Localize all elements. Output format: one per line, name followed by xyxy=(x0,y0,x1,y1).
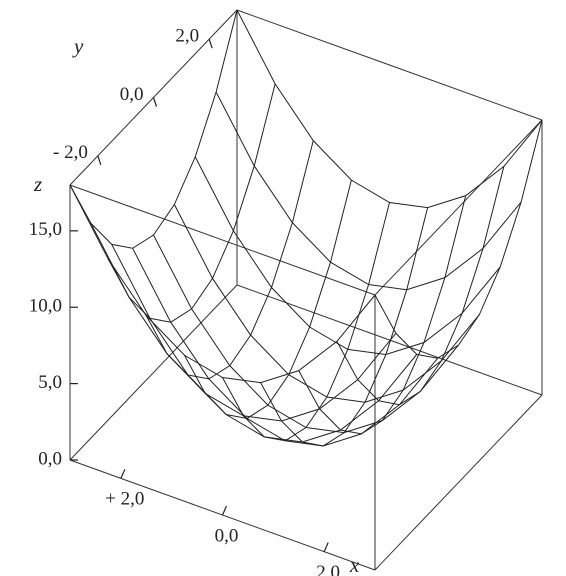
y-tick-label: - 2,0 xyxy=(53,142,88,163)
box-edge xyxy=(236,9,543,121)
y-tick-label: 0,0 xyxy=(120,84,144,105)
x-tick-label: 0,0 xyxy=(215,525,239,546)
z-tick-label: 5,0 xyxy=(38,372,62,393)
z-tick-label: 0,0 xyxy=(38,448,62,469)
mesh-line xyxy=(215,91,522,291)
y-tick xyxy=(208,38,213,49)
mesh-line xyxy=(298,195,467,435)
x-tick-label: 2,0 xyxy=(316,562,340,576)
mesh-line xyxy=(374,119,543,359)
x-tick-label: + 2,0 xyxy=(105,489,144,510)
mesh-line xyxy=(260,207,429,447)
mesh-line xyxy=(336,166,505,406)
x-tick xyxy=(120,469,126,479)
mesh-line xyxy=(183,180,352,419)
y-tick xyxy=(97,155,102,166)
box-edge xyxy=(374,394,543,571)
z-axis-label: z xyxy=(33,172,42,196)
y-axis-label: y xyxy=(72,34,84,58)
y-tick xyxy=(152,97,158,107)
mesh-line xyxy=(90,223,397,422)
mesh-line xyxy=(222,202,390,442)
mesh-line xyxy=(145,140,314,380)
x-tick xyxy=(323,542,329,552)
box-edge xyxy=(69,184,376,296)
box-edge xyxy=(374,119,543,296)
box-edge xyxy=(236,284,543,396)
mesh-line xyxy=(236,9,543,209)
y-tick-label: 2,0 xyxy=(175,26,199,47)
mesh-line xyxy=(69,184,376,384)
z-tick-label: 15,0 xyxy=(29,219,62,240)
mesh-line xyxy=(69,9,238,249)
box-edge xyxy=(69,284,238,461)
x-tick xyxy=(221,505,228,516)
z-tick-label: 10,0 xyxy=(29,296,62,317)
x-axis-label: x xyxy=(349,553,360,576)
mesh-line xyxy=(107,83,276,323)
